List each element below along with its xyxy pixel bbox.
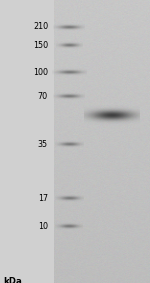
Text: 17: 17 bbox=[38, 194, 48, 203]
Text: 70: 70 bbox=[38, 92, 48, 101]
Text: 35: 35 bbox=[38, 140, 48, 149]
Text: 100: 100 bbox=[33, 68, 48, 77]
Text: 150: 150 bbox=[33, 41, 48, 50]
Text: 210: 210 bbox=[33, 22, 48, 31]
Text: kDa: kDa bbox=[3, 277, 22, 283]
Text: 10: 10 bbox=[38, 222, 48, 231]
